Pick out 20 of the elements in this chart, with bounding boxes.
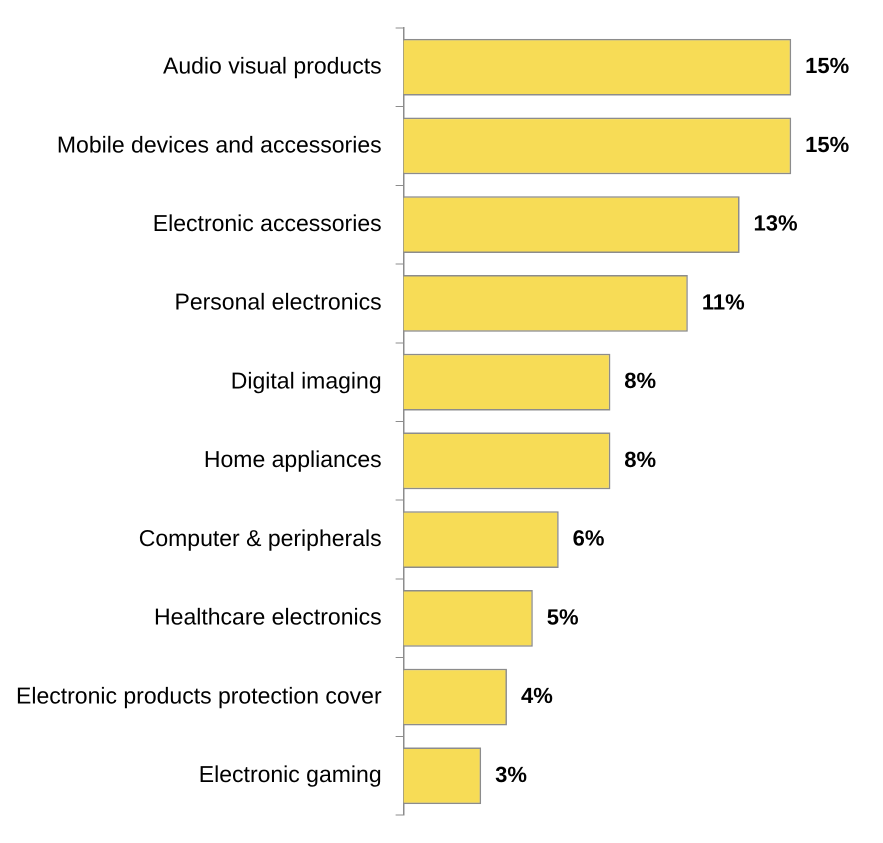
y-tick-label: Home appliances (204, 446, 382, 472)
data-label: 13% (753, 210, 798, 236)
data-label: 11% (702, 289, 745, 314)
data-label: 6% (572, 526, 604, 551)
y-tick-label: Digital imaging (230, 367, 382, 394)
data-label: 3% (495, 762, 527, 787)
data-label: 15% (805, 53, 850, 78)
data-label: 8% (624, 368, 656, 394)
y-tick-label: Electronic products protection cover (16, 682, 382, 708)
y-tick-label: Healthcare electronics (154, 604, 382, 630)
data-label: 15% (805, 132, 850, 157)
y-tick-label: Audio visual products (162, 52, 382, 79)
data-label: 4% (520, 683, 553, 708)
y-tick-label: Computer & peripherals (138, 524, 382, 551)
data-label: 8% (624, 446, 656, 472)
y-tick-label: Electronic accessories (152, 210, 382, 236)
y-tick-label: Electronic gaming (198, 761, 382, 788)
data-label: 5% (546, 604, 579, 630)
y-tick-label: Personal electronics (174, 288, 382, 315)
y-tick-label: Mobile devices and accessories (56, 131, 382, 158)
